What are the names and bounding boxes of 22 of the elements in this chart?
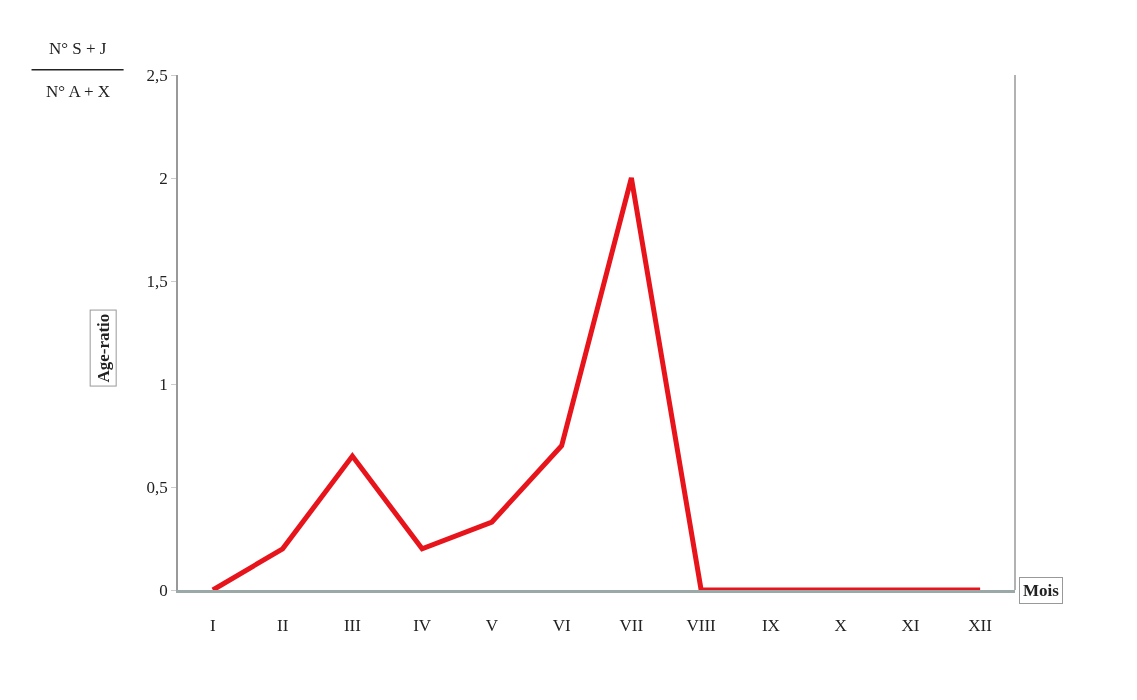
x-axis-title: Mois: [1023, 581, 1060, 600]
text: N° A + X: [46, 82, 111, 101]
y-axis-title: Age-ratio: [93, 313, 113, 383]
x-tick-label: VI: [552, 616, 571, 636]
x-tick-label: V: [485, 616, 499, 636]
y-tick-label: 2: [159, 168, 168, 188]
x-tick-label: VII: [619, 616, 644, 636]
x-tick-label: IV: [413, 616, 432, 636]
y-tick-label: 1,5: [146, 271, 168, 291]
y-tick-label: 1: [159, 374, 168, 394]
x-tick-label: IX: [761, 616, 780, 636]
x-tick-label: XI: [901, 616, 920, 636]
text: N° S + J: [49, 39, 107, 58]
x-tick-label: VIII: [686, 616, 717, 636]
y-tick-label: 0: [159, 580, 168, 600]
x-tick-label: III: [343, 616, 362, 636]
y-tick-label: 2,5: [146, 65, 168, 85]
x-tick-label: II: [276, 616, 289, 636]
x-tick-label: X: [834, 616, 847, 636]
y-tick-label: 0,5: [146, 477, 168, 497]
x-tick-label: XII: [968, 616, 993, 636]
x-tick-label: I: [210, 616, 217, 636]
